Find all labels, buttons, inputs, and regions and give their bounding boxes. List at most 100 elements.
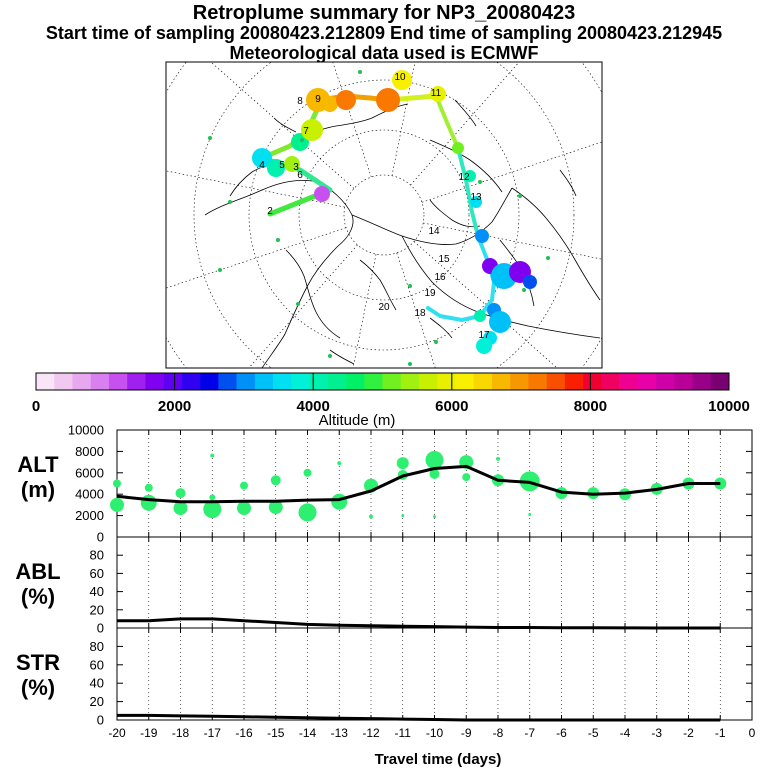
y-tick-label: 20 [90,694,104,709]
page-title: Retroplume summary for NP3_20080423 [192,2,576,24]
latitude-circle [193,62,575,368]
y-tick-label: 60 [90,657,104,672]
cluster-marker [430,86,446,102]
latitude-circle [248,79,520,351]
colorbar-swatch [528,373,547,390]
x-tick-label: -7 [524,726,535,740]
x-tick-label: -4 [620,726,631,740]
trajectory-day-label: 10 [394,72,406,83]
x-tick-label: -1 [715,726,726,740]
cluster-marker [376,88,400,112]
altitude-cluster-point [496,456,500,461]
x-tick-label: -14 [299,726,317,740]
meridian-line [166,170,345,208]
cluster-marker [474,310,486,322]
altitude-cluster-point [237,501,251,516]
y-tick-label: 6000 [75,465,104,480]
cluster-marker [476,338,492,354]
altitude-cluster-point [528,513,532,517]
time-series-panels: 0200040006000800010000ALT(m)020406080ABL… [15,423,755,741]
minor-cluster-dot [522,288,526,292]
altitude-cluster-point [462,473,471,482]
panel-abl: 0 20 40 60 80 ABL(%) [15,536,753,636]
trajectory-day-label: 4 [259,160,265,171]
colorbar-border [35,372,730,391]
y-tick-label: 80 [90,548,104,563]
series-line-alt [116,464,721,504]
cluster-marker [464,170,476,182]
altitude-cluster-point [401,514,405,518]
trajectory-day-label: 8 [297,96,303,107]
x-tick-label: -12 [362,726,380,740]
x-tick-label: -20 [108,726,126,740]
y-tick-label: 20 [90,602,104,617]
minor-cluster-dot [296,302,300,306]
meridian-line [396,252,436,368]
colorbar-swatch [692,373,712,390]
cluster-marker [475,229,489,243]
y-tick-label: 0 [97,713,104,728]
panel-frame [116,536,753,629]
colorbar-swatch [218,373,237,390]
meridian-line [410,62,520,186]
trajectory-day-label: 9 [315,94,321,105]
panel-ylabel-unit: (m) [21,477,55,502]
altitude-cluster-point [144,483,153,492]
colorbar-swatch [236,373,256,390]
colorbar-swatch [90,373,110,390]
x-tick-label: -10 [426,726,444,740]
cluster-marker [252,148,272,168]
trajectory-day-label: 19 [424,288,436,299]
altitude-cluster-point [433,515,436,519]
colorbar-swatch [291,373,310,390]
cluster-marker [470,196,482,208]
meridian-line [166,227,347,289]
minor-cluster-dot [300,138,304,142]
minor-cluster-dot [328,354,332,358]
altitude-cluster-point [173,501,188,516]
trajectory-day-label: 2 [267,206,273,217]
trajectory-day-label: 16 [434,272,446,283]
cluster-marker [336,90,356,110]
cluster-marker [523,275,537,289]
colorbar-swatch [455,373,474,390]
x-tick-label: -18 [172,726,190,740]
altitude-cluster-point [110,497,124,512]
altitude-cluster-point [369,514,373,519]
colorbar-swatch [437,373,456,390]
x-tick-label: -13 [331,726,349,740]
colorbar-swatch [491,373,511,390]
colorbar-label: Altitude (m) [319,412,396,429]
cluster-marker [314,186,330,202]
colorbar-tick-label: 8000 [574,398,607,415]
y-tick-label: 10000 [68,423,104,438]
y-tick-label: 0 [97,530,104,545]
sampling-times: Start time of sampling 20080423.212809 E… [45,23,723,43]
colorbar-swatch [54,373,73,390]
colorbar-swatch [200,373,219,390]
cluster-marker [392,70,412,90]
meridian-line [210,62,355,189]
x-tick-label: -19 [140,726,158,740]
colorbar-swatch [601,373,620,390]
colorbar-swatch [382,373,402,390]
colorbar-swatch [72,373,92,390]
colorbar-swatch [710,373,730,390]
panel-ylabel-unit: (%) [21,584,55,609]
trajectory-day-label: 15 [438,254,450,265]
altitude-cluster-point [175,488,186,499]
colorbar-swatch [619,373,639,390]
y-tick-label: 40 [90,676,104,691]
colorbar-swatch [656,373,675,390]
cluster-marker [301,119,323,141]
colorbar-tick-label: 0 [32,398,40,415]
colorbar-swatch [127,373,146,390]
x-tick-label: -6 [556,726,567,740]
panel-ylabel: STR [16,650,60,675]
colorbar-swatch [510,373,529,390]
colorbar-swatch [254,373,274,390]
altitude-cluster-point [429,468,440,479]
colorbar-swatch [637,373,657,390]
